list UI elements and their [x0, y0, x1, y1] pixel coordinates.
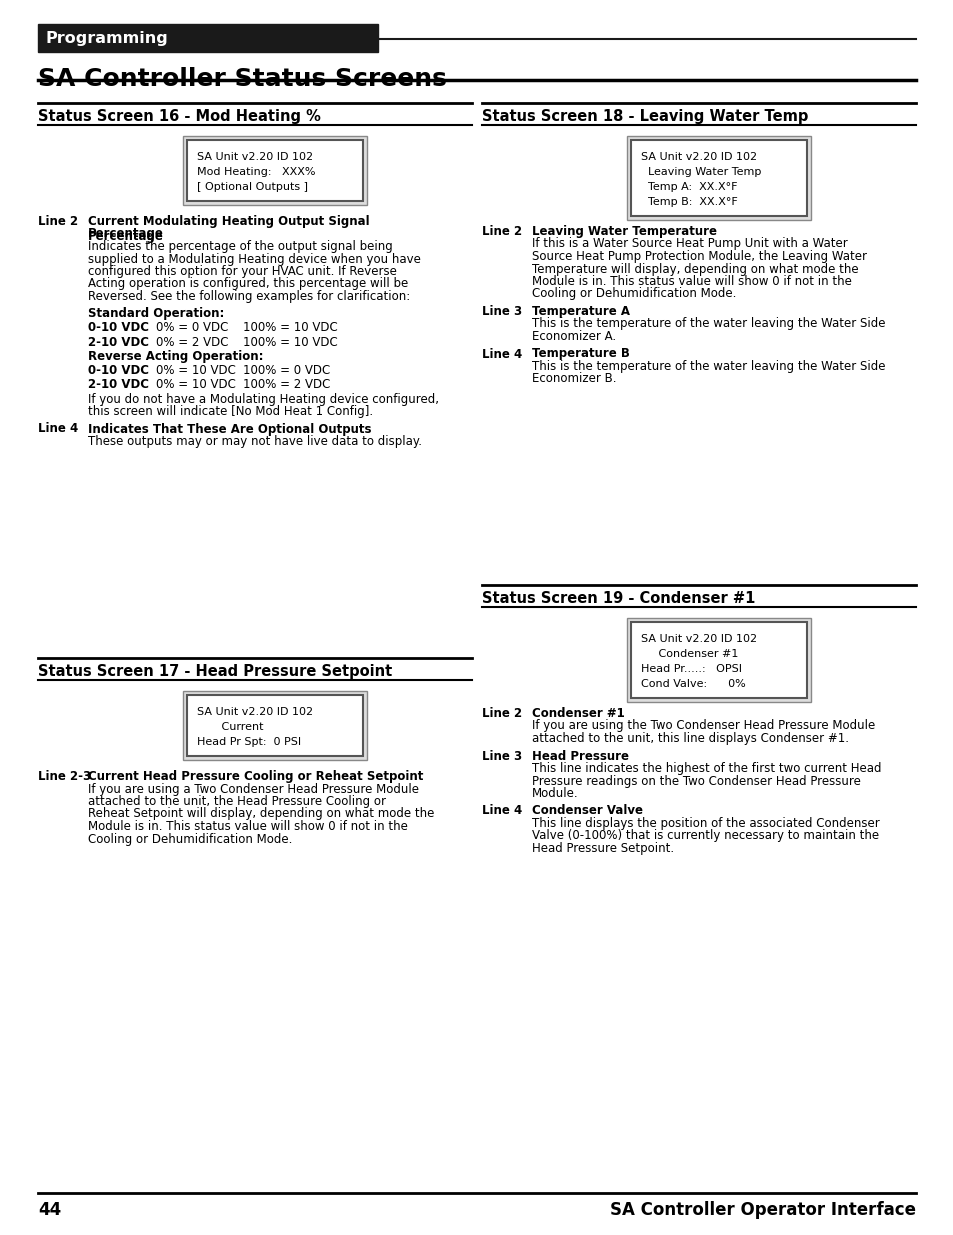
Text: Line 3: Line 3: [481, 305, 521, 317]
Text: Temperature will display, depending on what mode the: Temperature will display, depending on w…: [532, 263, 858, 275]
Text: SA Controller Operator Interface: SA Controller Operator Interface: [609, 1200, 915, 1219]
Text: Temp B:  XX.X°F: Temp B: XX.X°F: [640, 198, 737, 207]
Text: Economizer A.: Economizer A.: [532, 330, 616, 343]
Text: Line 2: Line 2: [481, 225, 521, 238]
Text: Indicates the percentage of the output signal being: Indicates the percentage of the output s…: [88, 240, 393, 253]
Text: Programming: Programming: [46, 31, 169, 46]
Text: Cond Valve:      0%: Cond Valve: 0%: [640, 679, 745, 689]
Text: attached to the unit, the Head Pressure Cooling or: attached to the unit, the Head Pressure …: [88, 795, 386, 808]
Text: 0% = 10 VDC: 0% = 10 VDC: [156, 363, 235, 377]
Text: [ Optional Outputs ]: [ Optional Outputs ]: [196, 182, 308, 191]
Text: Cooling or Dehumidification Mode.: Cooling or Dehumidification Mode.: [88, 832, 292, 846]
Text: 0% = 10 VDC: 0% = 10 VDC: [156, 378, 235, 391]
Text: Pressure readings on the Two Condenser Head Pressure: Pressure readings on the Two Condenser H…: [532, 774, 860, 788]
Bar: [187, 695, 363, 756]
Text: Line 2: Line 2: [481, 706, 521, 720]
Text: 0% = 2 VDC: 0% = 2 VDC: [156, 336, 229, 348]
Text: Module.: Module.: [532, 787, 578, 800]
Text: Head Pr Spt:  0 PSI: Head Pr Spt: 0 PSI: [196, 737, 301, 747]
Text: Reverse Acting Operation:: Reverse Acting Operation:: [88, 350, 263, 363]
Text: Status Screen 16 - Mod Heating %: Status Screen 16 - Mod Heating %: [38, 109, 320, 124]
Text: Head Pr.....:   OPSI: Head Pr.....: OPSI: [640, 664, 741, 674]
Text: 100% = 2 VDC: 100% = 2 VDC: [243, 378, 330, 391]
Text: This line displays the position of the associated Condenser: This line displays the position of the a…: [532, 818, 879, 830]
Text: Line 4: Line 4: [38, 422, 78, 436]
Text: SA Unit v2.20 ID 102: SA Unit v2.20 ID 102: [196, 152, 313, 162]
Text: Current Modulating Heating Output Signal
Percentage: Current Modulating Heating Output Signal…: [88, 215, 369, 243]
Bar: [630, 622, 806, 698]
Text: configured this option for your HVAC unit. If Reverse: configured this option for your HVAC uni…: [88, 266, 396, 278]
Text: Reversed. See the following examples for clarification:: Reversed. See the following examples for…: [88, 290, 410, 303]
Text: This is the temperature of the water leaving the Water Side: This is the temperature of the water lea…: [532, 317, 884, 331]
Bar: [183, 136, 367, 205]
Text: Line 3: Line 3: [481, 750, 521, 762]
Text: Mod Heating:   XXX%: Mod Heating: XXX%: [196, 167, 315, 177]
Text: 2-10 VDC: 2-10 VDC: [88, 378, 149, 391]
Text: Status Screen 18 - Leaving Water Temp: Status Screen 18 - Leaving Water Temp: [481, 109, 807, 124]
Text: Condenser Valve: Condenser Valve: [532, 804, 642, 818]
Text: Percentage: Percentage: [88, 227, 164, 241]
Text: SA Controller Status Screens: SA Controller Status Screens: [38, 67, 446, 91]
Text: SA Unit v2.20 ID 102: SA Unit v2.20 ID 102: [640, 152, 757, 162]
Text: 100% = 10 VDC: 100% = 10 VDC: [243, 336, 337, 348]
Text: Standard Operation:: Standard Operation:: [88, 308, 224, 321]
Text: Acting operation is configured, this percentage will be: Acting operation is configured, this per…: [88, 278, 408, 290]
Text: If this is a Water Source Heat Pump Unit with a Water: If this is a Water Source Heat Pump Unit…: [532, 237, 847, 251]
Text: SA Unit v2.20 ID 102: SA Unit v2.20 ID 102: [640, 634, 757, 643]
Text: Leaving Water Temp: Leaving Water Temp: [640, 167, 760, 177]
Text: attached to the unit, this line displays Condenser #1.: attached to the unit, this line displays…: [532, 732, 848, 745]
Text: This is the temperature of the water leaving the Water Side: This is the temperature of the water lea…: [532, 359, 884, 373]
Text: Status Screen 19 - Condenser #1: Status Screen 19 - Condenser #1: [481, 592, 755, 606]
Text: 0% = 0 VDC: 0% = 0 VDC: [156, 321, 228, 333]
Bar: [183, 692, 367, 760]
Text: Valve (0-100%) that is currently necessary to maintain the: Valve (0-100%) that is currently necessa…: [532, 830, 879, 842]
Text: 0-10 VDC: 0-10 VDC: [88, 363, 149, 377]
Text: Current: Current: [196, 722, 263, 732]
Text: 100% = 0 VDC: 100% = 0 VDC: [243, 363, 330, 377]
Text: supplied to a Modulating Heating device when you have: supplied to a Modulating Heating device …: [88, 252, 420, 266]
Text: If you do not have a Modulating Heating device configured,: If you do not have a Modulating Heating …: [88, 393, 438, 405]
Text: Temperature B: Temperature B: [532, 347, 629, 361]
Text: Cooling or Dehumidification Mode.: Cooling or Dehumidification Mode.: [532, 288, 736, 300]
Text: Line 4: Line 4: [481, 347, 521, 361]
Bar: [38, 23, 377, 52]
Text: 0-10 VDC: 0-10 VDC: [88, 321, 149, 333]
Text: If you are using the Two Condenser Head Pressure Module: If you are using the Two Condenser Head …: [532, 720, 874, 732]
Bar: [626, 136, 810, 220]
Text: Status Screen 17 - Head Pressure Setpoint: Status Screen 17 - Head Pressure Setpoin…: [38, 664, 392, 679]
Text: Line 4: Line 4: [481, 804, 521, 818]
Text: 100% = 10 VDC: 100% = 10 VDC: [243, 321, 337, 333]
Text: Condenser #1: Condenser #1: [640, 650, 738, 659]
Text: Head Pressure: Head Pressure: [532, 750, 628, 762]
Text: Module is in. This status value will show 0 if not in the: Module is in. This status value will sho…: [532, 275, 851, 288]
Text: Economizer B.: Economizer B.: [532, 373, 616, 385]
Text: Condenser #1: Condenser #1: [532, 706, 624, 720]
Text: Head Pressure Setpoint.: Head Pressure Setpoint.: [532, 842, 674, 855]
Bar: [187, 140, 363, 201]
Text: Current Head Pressure Cooling or Reheat Setpoint: Current Head Pressure Cooling or Reheat …: [88, 769, 423, 783]
Text: Leaving Water Temperature: Leaving Water Temperature: [532, 225, 717, 238]
Text: 2-10 VDC: 2-10 VDC: [88, 336, 149, 348]
Text: Temp A:  XX.X°F: Temp A: XX.X°F: [640, 182, 737, 191]
Bar: [630, 140, 806, 216]
Bar: [626, 618, 810, 701]
Text: If you are using a Two Condenser Head Pressure Module: If you are using a Two Condenser Head Pr…: [88, 783, 418, 795]
Text: Reheat Setpoint will display, depending on what mode the: Reheat Setpoint will display, depending …: [88, 808, 434, 820]
Text: Source Heat Pump Protection Module, the Leaving Water: Source Heat Pump Protection Module, the …: [532, 249, 866, 263]
Text: Indicates That These Are Optional Outputs: Indicates That These Are Optional Output…: [88, 422, 371, 436]
Text: this screen will indicate [No Mod Heat 1 Config].: this screen will indicate [No Mod Heat 1…: [88, 405, 373, 417]
Text: This line indicates the highest of the first two current Head: This line indicates the highest of the f…: [532, 762, 881, 776]
Text: SA Unit v2.20 ID 102: SA Unit v2.20 ID 102: [196, 706, 313, 718]
Text: Line 2-3: Line 2-3: [38, 769, 91, 783]
Text: Line 2: Line 2: [38, 215, 78, 228]
Text: Module is in. This status value will show 0 if not in the: Module is in. This status value will sho…: [88, 820, 408, 832]
Text: 44: 44: [38, 1200, 61, 1219]
Text: These outputs may or may not have live data to display.: These outputs may or may not have live d…: [88, 435, 421, 448]
Text: Temperature A: Temperature A: [532, 305, 629, 317]
